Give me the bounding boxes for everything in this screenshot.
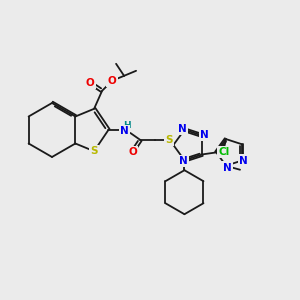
Text: O: O — [108, 76, 116, 86]
Text: N: N — [178, 124, 187, 134]
Text: N: N — [120, 126, 129, 136]
Text: N: N — [200, 130, 209, 140]
Text: N: N — [223, 163, 231, 173]
Text: S: S — [166, 135, 173, 145]
Text: S: S — [90, 146, 98, 156]
Text: N: N — [239, 156, 248, 166]
Text: O: O — [128, 147, 137, 157]
Text: H: H — [124, 122, 131, 130]
Text: O: O — [86, 78, 94, 88]
Text: N: N — [179, 156, 188, 166]
Text: Cl: Cl — [218, 147, 230, 157]
